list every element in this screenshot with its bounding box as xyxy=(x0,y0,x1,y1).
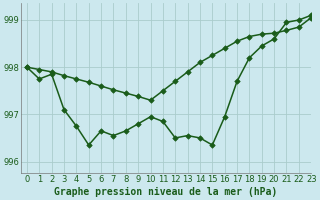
X-axis label: Graphe pression niveau de la mer (hPa): Graphe pression niveau de la mer (hPa) xyxy=(54,186,278,197)
